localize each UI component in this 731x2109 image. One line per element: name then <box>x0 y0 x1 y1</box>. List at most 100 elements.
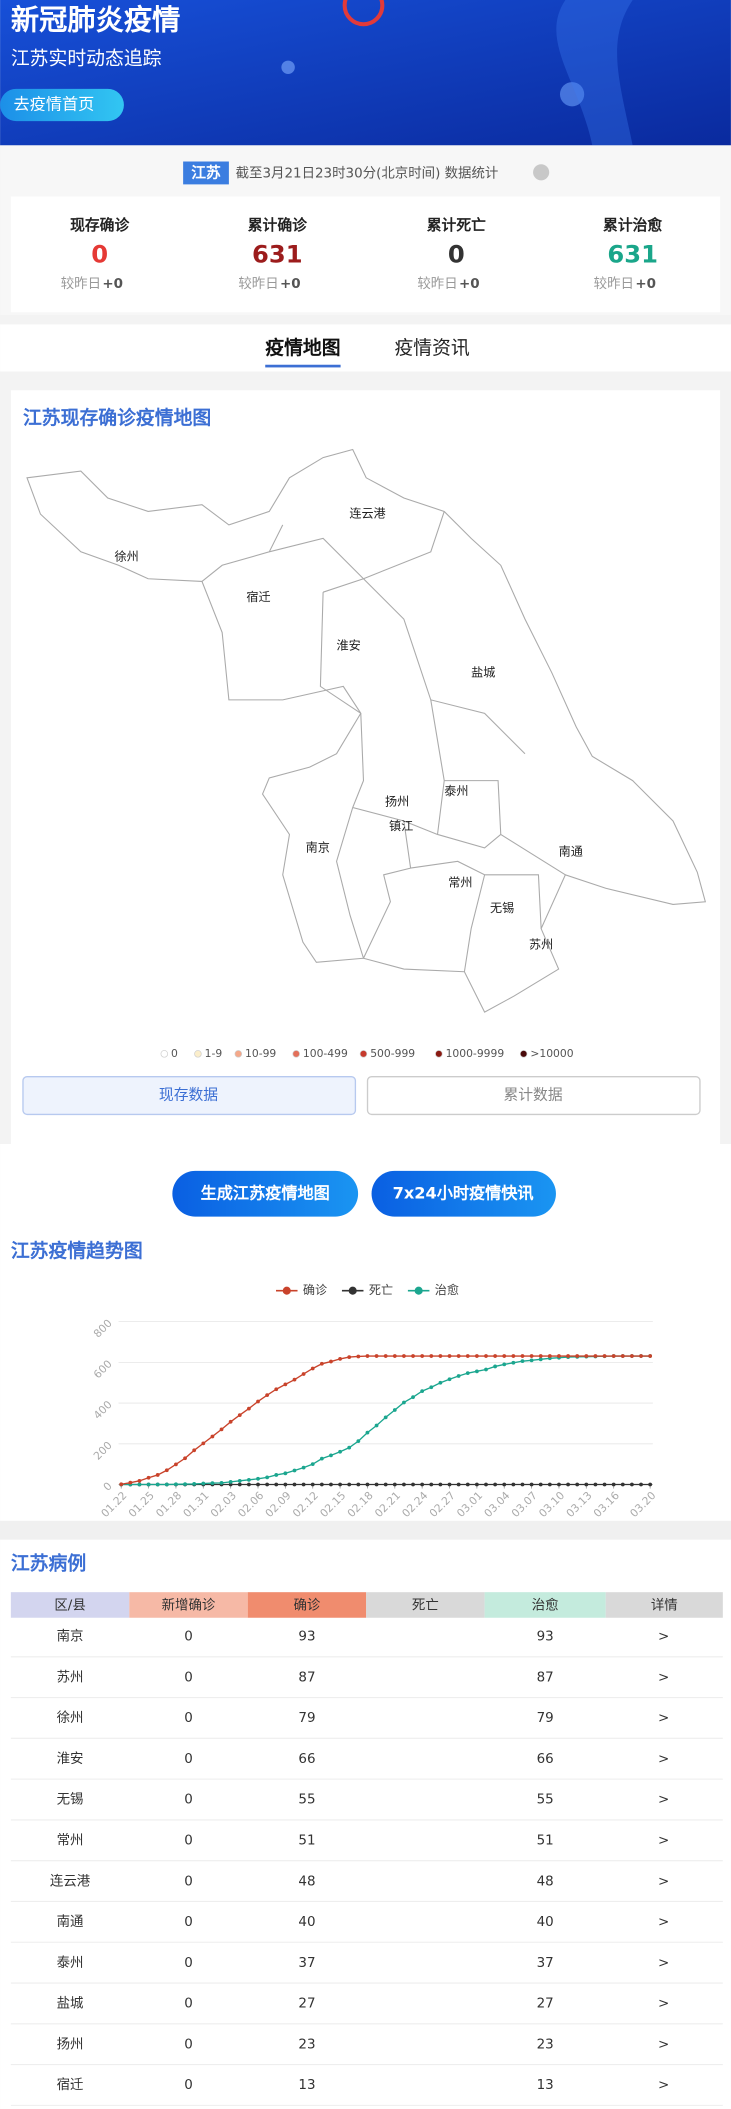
data-point <box>538 1482 543 1487</box>
data-point <box>502 1354 507 1358</box>
data-point <box>365 1354 370 1358</box>
data-point <box>347 1482 352 1487</box>
data-toggle-label[interactable]: 累计数据 <box>503 1087 562 1104</box>
data-point <box>538 1357 543 1362</box>
data-point <box>502 1482 507 1487</box>
table-cell: 13 <box>298 2078 315 2093</box>
data-point <box>164 1482 169 1487</box>
data-point <box>374 1354 379 1358</box>
legend-dot <box>414 1286 423 1295</box>
update-time: 截至3月21日23时30分(北京时间) 数据统计 <box>236 166 499 182</box>
data-point <box>383 1354 388 1358</box>
stat-value: 631 <box>607 241 658 269</box>
table-header-cell <box>605 1592 723 1618</box>
data-point <box>274 1387 279 1392</box>
table-header: 治愈 <box>532 1598 559 1614</box>
stat-value: 631 <box>252 241 303 269</box>
table-cell: 0 <box>184 1833 193 1848</box>
action-button[interactable] <box>371 1170 556 1217</box>
data-point <box>265 1393 270 1398</box>
tab-active[interactable]: 疫情地图 <box>265 336 340 359</box>
stat-label: 累计确诊 <box>248 216 308 234</box>
table-cell: 37 <box>537 1956 554 1971</box>
table-cell: 93 <box>298 1630 315 1645</box>
row-detail-link[interactable]: > <box>658 1915 669 1930</box>
data-point <box>474 1369 479 1374</box>
data-toggle-active[interactable] <box>22 1076 357 1116</box>
data-point <box>411 1482 415 1487</box>
stat-change-label: 较昨日 <box>417 276 457 292</box>
data-point <box>465 1371 470 1376</box>
row-detail-link[interactable]: > <box>658 1997 669 2012</box>
action-button[interactable] <box>172 1170 359 1217</box>
table-cell: 0 <box>184 1956 193 1971</box>
legend-swatch <box>435 1050 443 1058</box>
table-cell: 0 <box>184 1915 193 1930</box>
data-point <box>283 1382 288 1387</box>
row-detail-link[interactable]: > <box>658 1752 669 1767</box>
row-detail-link[interactable]: > <box>658 1874 669 1889</box>
data-point <box>319 1456 324 1461</box>
table-cell: 40 <box>298 1915 315 1930</box>
data-point <box>493 1354 498 1358</box>
help-icon[interactable] <box>533 164 550 181</box>
stat-label: 现存确诊 <box>70 216 130 234</box>
data-point <box>520 1359 525 1364</box>
row-detail-link[interactable]: > <box>658 1670 669 1685</box>
data-point <box>648 1482 653 1487</box>
data-point <box>155 1482 160 1487</box>
stat-change-label: 较昨日 <box>594 276 634 292</box>
table-cell: 23 <box>537 2037 554 2052</box>
chart-title: 江苏疫情趋势图 <box>11 1239 143 1262</box>
data-point <box>383 1482 388 1487</box>
tab[interactable]: 疫情资讯 <box>394 337 469 359</box>
page-subtitle: 江苏实时动态追踪 <box>11 48 162 70</box>
table-cell: 宿迁 <box>57 2076 84 2093</box>
home-button[interactable] <box>0 88 124 122</box>
data-point <box>219 1480 224 1485</box>
data-point <box>402 1354 406 1358</box>
data-point <box>402 1482 406 1487</box>
row-detail-link[interactable]: > <box>658 1833 669 1848</box>
data-point <box>210 1434 215 1439</box>
home-button-label[interactable]: 去疫情首页 <box>14 94 95 113</box>
action-button-label[interactable]: 生成江苏疫情地图 <box>201 1183 330 1202</box>
virus-icon <box>559 82 585 107</box>
data-point <box>256 1476 260 1481</box>
row-detail-link[interactable]: > <box>658 1956 669 1971</box>
data-toggle[interactable] <box>366 1076 701 1116</box>
data-point <box>310 1462 315 1467</box>
row-detail-link[interactable]: > <box>658 1793 669 1808</box>
data-point <box>484 1367 488 1372</box>
action-button-label[interactable]: 7x24小时疫情快讯 <box>393 1183 534 1202</box>
table-cell: 0 <box>184 1752 193 1767</box>
data-point <box>557 1354 561 1358</box>
stat-value: 0 <box>91 241 108 269</box>
legend-label: 0 <box>171 1047 178 1060</box>
data-point <box>584 1482 589 1487</box>
row-detail-link[interactable]: > <box>658 1630 669 1645</box>
row-detail-link[interactable]: > <box>658 2037 669 2052</box>
data-point <box>648 1354 653 1358</box>
data-point <box>402 1400 406 1405</box>
table-cell: 0 <box>184 2037 193 2052</box>
table-cell: 0 <box>184 1997 193 2012</box>
city-label: 常州 <box>448 875 472 889</box>
virus-icon <box>281 60 295 75</box>
data-point <box>237 1413 242 1417</box>
data-point <box>247 1477 251 1482</box>
data-point <box>493 1364 498 1369</box>
data-toggle-label[interactable]: 现存数据 <box>159 1087 218 1104</box>
data-point <box>164 1468 169 1473</box>
row-detail-link[interactable]: > <box>658 1711 669 1726</box>
stat-change: +0 <box>459 277 480 292</box>
table-cell: 87 <box>298 1670 315 1685</box>
data-point <box>237 1478 242 1483</box>
data-point <box>174 1482 178 1487</box>
row-detail-link[interactable]: > <box>658 2078 669 2093</box>
data-point <box>493 1482 498 1487</box>
data-point <box>520 1354 525 1358</box>
data-point <box>438 1482 443 1487</box>
data-point <box>420 1354 425 1358</box>
data-point <box>347 1355 352 1359</box>
